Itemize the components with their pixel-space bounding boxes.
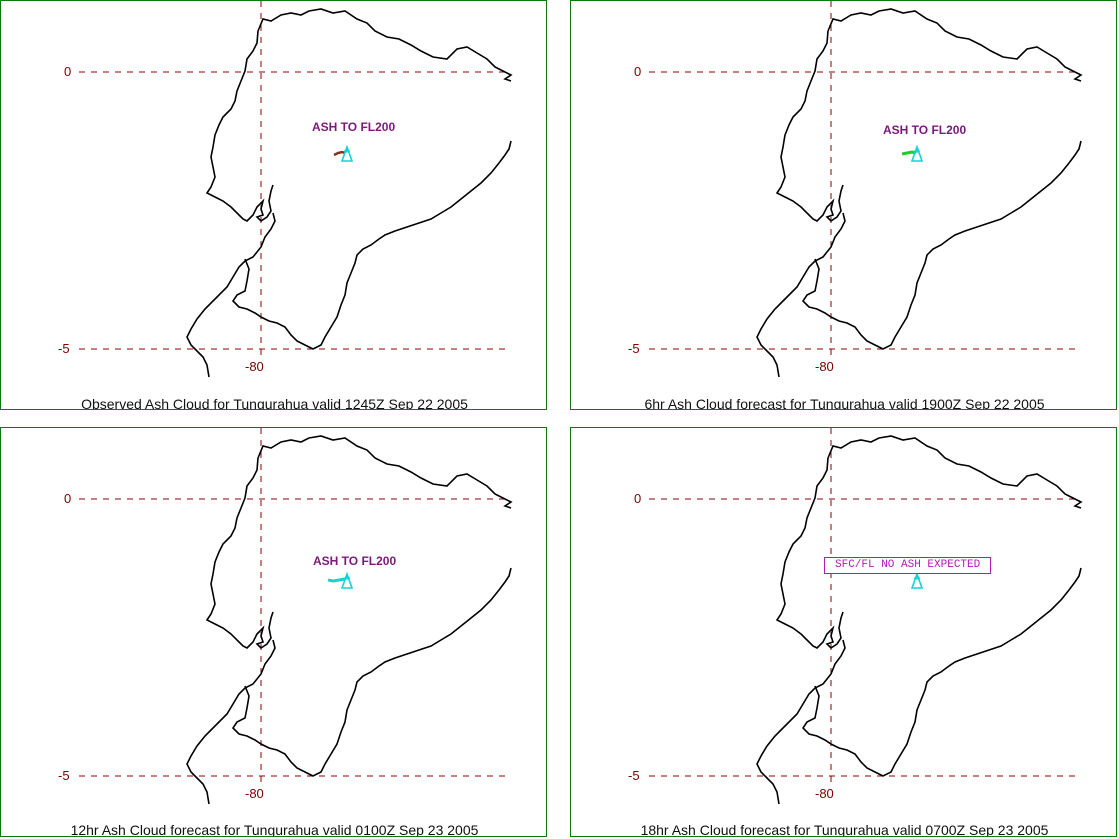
ash-height-label: ASH TO FL200 xyxy=(313,554,397,568)
ash-cloud-marker xyxy=(910,571,924,589)
panel-caption: 6hr Ash Cloud forecast for Tungurahua va… xyxy=(644,396,1045,410)
no-ash-expected-label: SFC/FL NO ASH EXPECTED xyxy=(824,557,992,574)
lat-label-minus5: -5 xyxy=(58,768,70,783)
volcano-plume-icon xyxy=(914,147,920,153)
map-canvas xyxy=(649,1,1083,378)
ash-height-label: ASH TO FL200 xyxy=(312,120,396,134)
lon-label-minus80: -80 xyxy=(815,359,834,374)
volcano-plume-icon xyxy=(344,574,350,580)
ash-cloud-marker xyxy=(901,144,924,162)
volcano-symbol-icon xyxy=(910,144,924,162)
lon-label-minus80: -80 xyxy=(245,786,264,801)
coastline xyxy=(756,8,1083,378)
ash-cloud-marker xyxy=(333,144,354,162)
volcano-symbol-icon xyxy=(340,571,354,589)
coastline xyxy=(186,435,513,805)
ash-cloud-area xyxy=(333,150,346,157)
graticule xyxy=(79,1,511,357)
lat-label-0: 0 xyxy=(634,64,642,79)
ash-height-label: ASH TO FL200 xyxy=(883,123,967,137)
coastline xyxy=(186,8,513,378)
map-panel-12hr: 0 -5 -80 ASH TO FL200 12hr Ash Cloud for… xyxy=(0,427,547,837)
lat-label-minus5: -5 xyxy=(58,341,70,356)
panel-caption: 12hr Ash Cloud forecast for Tungurahua v… xyxy=(70,822,479,837)
graticule xyxy=(649,1,1081,357)
graticule xyxy=(79,428,511,784)
ash-cloud-marker xyxy=(327,571,354,589)
map-panel-6hr: 0 -5 -80 ASH TO FL200 6hr Ash Cloud fore… xyxy=(570,0,1117,410)
coastline xyxy=(756,435,1083,805)
volcano-plume-icon xyxy=(914,574,920,580)
lat-label-minus5: -5 xyxy=(628,341,640,356)
lat-label-0: 0 xyxy=(64,64,72,79)
ash-cloud-area xyxy=(901,150,917,156)
ash-cloud-area xyxy=(327,577,346,583)
map-canvas xyxy=(649,428,1083,805)
lat-label-0: 0 xyxy=(64,491,72,506)
lat-label-0: 0 xyxy=(634,491,642,506)
map-canvas xyxy=(79,1,513,378)
map-panel-18hr: 0 -5 -80 SFC/FL NO ASH EXPECTED 18hr Ash… xyxy=(570,427,1117,837)
volcano-symbol-icon xyxy=(910,571,924,589)
volcano-symbol-icon xyxy=(340,144,354,162)
map-panel-observed: 0 -5 -80 ASH TO FL200 Observed Ash Cloud… xyxy=(0,0,547,410)
lon-label-minus80: -80 xyxy=(815,786,834,801)
panel-caption: 18hr Ash Cloud forecast for Tungurahua v… xyxy=(640,822,1049,837)
graticule xyxy=(649,428,1081,784)
lon-label-minus80: -80 xyxy=(245,359,264,374)
lat-label-minus5: -5 xyxy=(628,768,640,783)
volcano-plume-icon xyxy=(344,147,350,153)
panel-caption: Observed Ash Cloud for Tungurahua valid … xyxy=(81,396,468,410)
map-canvas xyxy=(79,428,513,805)
